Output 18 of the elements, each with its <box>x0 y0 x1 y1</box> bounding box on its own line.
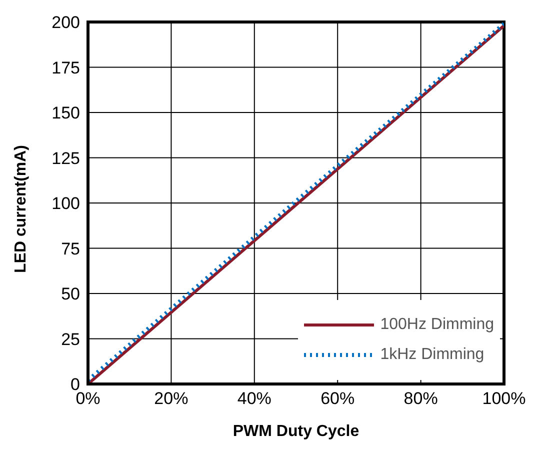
x-tick-label: 20% <box>154 389 188 408</box>
x-tick-label: 40% <box>237 389 272 408</box>
y-tick-label: 125 <box>52 148 80 168</box>
y-tick-label: 100 <box>52 194 80 214</box>
x-tick-label: 60% <box>320 389 355 408</box>
y-tick-label: 150 <box>52 104 80 123</box>
y-tick-label: 75 <box>61 239 80 258</box>
y-tick-label: 175 <box>52 58 80 78</box>
x-tick-label: 0% <box>76 389 100 408</box>
y-tick-label: 200 <box>52 13 80 32</box>
legend-label: 1kHz Dimming <box>380 346 484 364</box>
legend-label: 100Hz Dimming <box>380 316 494 334</box>
y-tick-label: 50 <box>61 284 80 304</box>
x-axis-title: PWM Duty Cycle <box>232 423 360 440</box>
y-axis-title: LED current(mA) <box>12 144 30 273</box>
y-tick-label: 25 <box>61 330 80 349</box>
x-tick-label: 80% <box>404 389 438 408</box>
x-tick-label: 100% <box>482 389 526 408</box>
